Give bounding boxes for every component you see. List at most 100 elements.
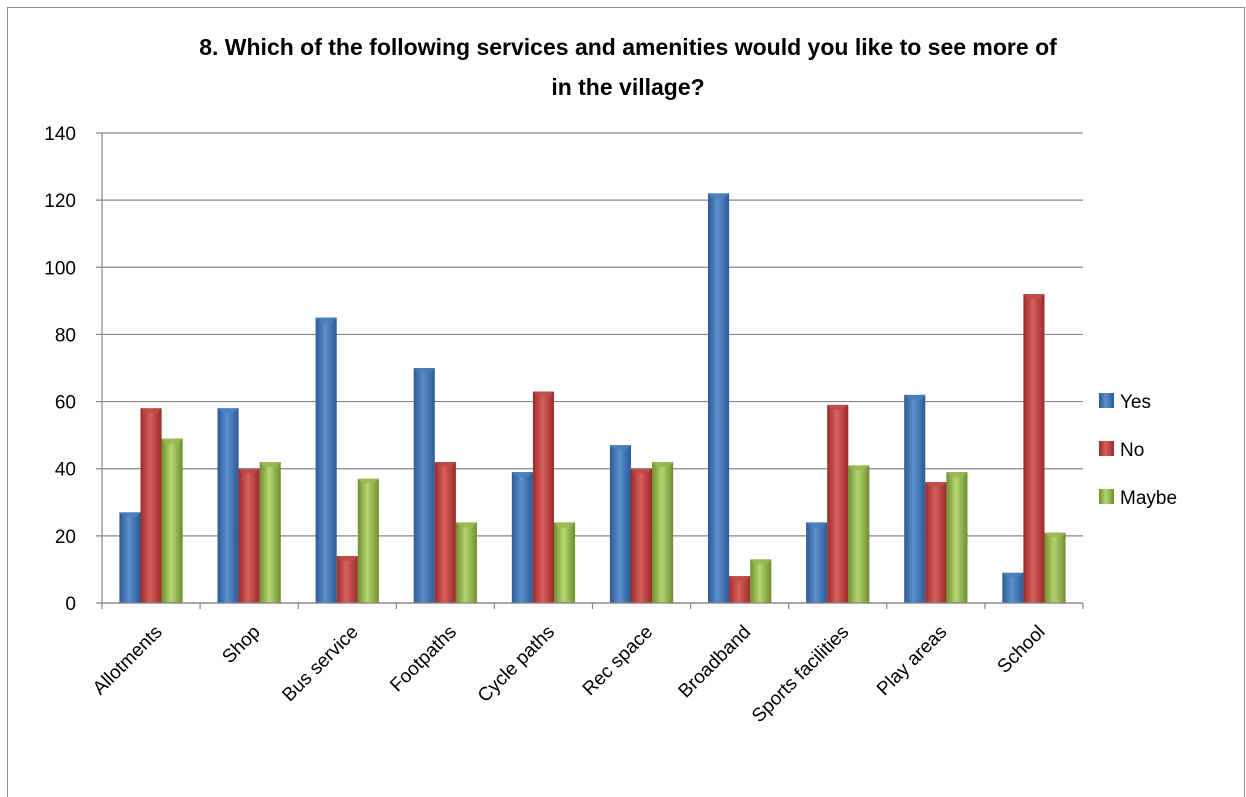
- legend-label: Maybe: [1120, 488, 1177, 509]
- bar-top: [161, 438, 183, 444]
- chart-title: 8. Which of the following services and a…: [199, 34, 1057, 100]
- bar-body: [217, 408, 239, 603]
- y-tick-label: 120: [44, 191, 76, 212]
- bar: [119, 512, 141, 603]
- bar-body: [729, 576, 751, 603]
- bar-top: [336, 556, 358, 561]
- legend-label: Yes: [1120, 392, 1151, 413]
- legend-swatch: [1099, 393, 1114, 408]
- bar-body: [652, 462, 674, 603]
- bar-body: [238, 468, 260, 603]
- legend-swatch: [1099, 441, 1114, 456]
- y-tick-label: 0: [65, 594, 76, 615]
- x-tick-label: Footpaths: [386, 622, 461, 697]
- x-tick-label: Rec space: [579, 622, 657, 700]
- bar-body: [434, 462, 456, 603]
- bar-top: [1002, 572, 1024, 578]
- bar-top: [238, 468, 260, 474]
- bar-body: [946, 472, 968, 603]
- bar: [729, 576, 751, 603]
- bar: [511, 472, 533, 603]
- y-tick-label: 100: [44, 258, 76, 279]
- bar-top: [1044, 532, 1066, 538]
- bar-body: [848, 465, 870, 603]
- bar-top: [750, 559, 772, 565]
- bar-body: [336, 556, 358, 603]
- legend-item: Yes: [1099, 392, 1151, 413]
- bar-body: [925, 482, 947, 603]
- y-axis: 0 20 40 60 80 100 120 140: [44, 124, 103, 615]
- bar: [357, 478, 379, 603]
- x-tick-label: Allotments: [89, 622, 167, 700]
- bar-top: [652, 462, 674, 467]
- bar: [806, 522, 828, 603]
- bar-top: [925, 482, 947, 488]
- bar-top: [827, 404, 849, 410]
- legend-item: Maybe: [1099, 488, 1177, 509]
- bar-top: [315, 317, 337, 323]
- bar: [1044, 532, 1066, 603]
- bar-body: [259, 462, 281, 603]
- bar-top: [1023, 294, 1045, 300]
- y-tick-label: 20: [55, 527, 76, 548]
- x-tick-label: Cycle paths: [474, 622, 559, 707]
- bar-top: [455, 522, 477, 528]
- bar-body: [1023, 294, 1045, 603]
- bar: [708, 193, 730, 603]
- x-tick-label: Broadband: [675, 622, 756, 703]
- bar: [652, 462, 674, 603]
- legend-swatch: [1099, 489, 1114, 504]
- bar: [413, 368, 435, 603]
- legend: Yes No Maybe: [1099, 392, 1177, 509]
- x-tick-label: School: [994, 622, 1050, 678]
- y-tick-label: 80: [55, 325, 76, 346]
- y-tick-label: 40: [55, 460, 76, 481]
- bar-top: [631, 468, 653, 474]
- bar-body: [119, 512, 141, 603]
- x-tick-label: Sports facilities: [748, 622, 853, 727]
- bar-top: [848, 465, 870, 471]
- bars: [119, 193, 1066, 603]
- y-tick-label: 140: [44, 124, 76, 145]
- bar-body: [708, 193, 730, 603]
- bar-body: [140, 408, 162, 603]
- bar: [750, 559, 772, 603]
- bar-top: [609, 445, 632, 451]
- bar-top: [946, 472, 968, 478]
- bar-top: [708, 193, 730, 199]
- bar-top: [553, 522, 576, 528]
- bar: [631, 468, 653, 603]
- bar: [904, 394, 926, 603]
- bar-body: [904, 394, 926, 603]
- bar: [609, 445, 632, 603]
- chart-title-line-1: 8. Which of the following services and a…: [199, 34, 1057, 60]
- bar-body: [455, 522, 477, 603]
- bar: [315, 317, 337, 603]
- bar-body: [357, 478, 379, 603]
- bar-body: [315, 317, 337, 603]
- bar: [161, 438, 183, 603]
- bar-top: [511, 472, 533, 478]
- bar: [140, 408, 162, 603]
- bar: [238, 468, 260, 603]
- bar-top: [119, 512, 141, 518]
- bar-body: [1002, 572, 1024, 603]
- bar: [434, 462, 456, 603]
- bar: [217, 408, 239, 603]
- bar-top: [729, 576, 751, 582]
- bar: [946, 472, 968, 603]
- bar-top: [434, 462, 456, 467]
- bar: [925, 482, 947, 603]
- bar: [848, 465, 870, 603]
- bar-top: [806, 522, 828, 528]
- bar: [455, 522, 477, 603]
- x-axis: Allotments Shop Bus service Footpaths Cycle …: [89, 602, 1084, 727]
- bar-body: [806, 522, 828, 603]
- bar-top: [259, 462, 281, 467]
- bar-body: [553, 522, 576, 603]
- chart-title-line-2: in the village?: [551, 74, 704, 100]
- bar: [1023, 294, 1045, 603]
- legend-item: No: [1099, 440, 1144, 461]
- bar-body: [413, 368, 435, 603]
